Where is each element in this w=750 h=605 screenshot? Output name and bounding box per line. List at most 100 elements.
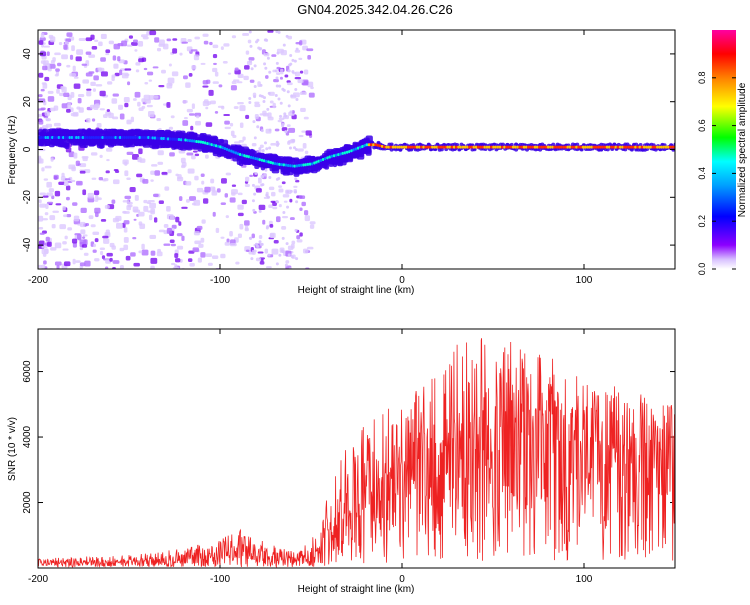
spectrogram-cell bbox=[209, 41, 213, 46]
spectrogram-cell bbox=[295, 47, 299, 51]
spectrogram-cell bbox=[356, 146, 360, 150]
spectrogram-cell bbox=[125, 136, 128, 140]
spectrogram-cell bbox=[126, 44, 133, 47]
spectrogram-cell bbox=[450, 145, 454, 149]
spectrogram-cell bbox=[437, 145, 441, 149]
spectrogram-cell bbox=[242, 33, 250, 36]
spectrogram-cell bbox=[566, 145, 570, 149]
spectrogram-y-axis-label: Frequency (Hz) bbox=[7, 116, 18, 185]
spectrogram-cell bbox=[208, 89, 214, 96]
spectrogram-cell bbox=[171, 137, 174, 141]
spectrogram-cell bbox=[231, 189, 238, 195]
spectrogram-cell bbox=[132, 236, 137, 240]
spectrogram-cell bbox=[212, 143, 216, 147]
spectrogram-cell bbox=[90, 224, 96, 228]
spectrogram-cell bbox=[86, 90, 92, 97]
spectrogram-cell bbox=[155, 136, 159, 140]
spectrogram-cell bbox=[264, 66, 268, 70]
spectrogram-cell bbox=[588, 145, 591, 149]
spectrogram-cell bbox=[634, 145, 637, 149]
spectrogram-cell bbox=[271, 248, 279, 255]
spectrogram-cell bbox=[239, 122, 244, 129]
spectrogram-cell bbox=[156, 118, 161, 122]
spectrogram-cell bbox=[367, 143, 371, 147]
spectrogram-cell bbox=[111, 74, 116, 78]
spectrogram-cell bbox=[213, 62, 217, 65]
spectrogram-cell bbox=[632, 145, 635, 149]
spectrogram-cell bbox=[94, 39, 99, 42]
spectrogram-cell bbox=[459, 145, 463, 149]
spectrogram-cell bbox=[201, 140, 205, 144]
spectrogram-cell bbox=[258, 158, 262, 162]
spectrogram-cell bbox=[276, 66, 281, 70]
spectrogram-cell bbox=[289, 189, 293, 193]
spectrogram-cell bbox=[380, 144, 384, 148]
spectrogram-cell bbox=[123, 227, 128, 233]
spectrogram-cell bbox=[122, 200, 129, 203]
spectrogram-cell bbox=[170, 243, 176, 247]
spectrogram-cell bbox=[107, 136, 111, 140]
spectrogram-cell bbox=[276, 162, 279, 166]
spectrogram-cell bbox=[126, 119, 132, 125]
spectrogram-cell bbox=[651, 145, 655, 149]
spectrogram-cell bbox=[92, 249, 97, 253]
spectrogram-cell bbox=[92, 231, 100, 235]
spectrogram-cell bbox=[317, 159, 321, 163]
spectrogram-cell bbox=[612, 145, 615, 149]
spectrogram-cell bbox=[268, 204, 273, 209]
spectrogram-cell bbox=[225, 172, 231, 176]
spectrogram-cell bbox=[158, 136, 161, 140]
spectrogram-cell bbox=[157, 150, 164, 156]
spectrogram-cell bbox=[258, 147, 262, 151]
spectrogram-cell bbox=[80, 207, 87, 214]
spectrogram-cell bbox=[38, 94, 43, 98]
spectrogram-cell bbox=[149, 202, 156, 209]
spectrogram-cell bbox=[221, 178, 227, 184]
spectrogram-cell bbox=[581, 145, 585, 149]
spectrogram-cell bbox=[276, 216, 281, 223]
spectrogram-cell bbox=[259, 261, 265, 265]
spectrogram-cell bbox=[211, 255, 219, 259]
spectrogram-cell bbox=[398, 145, 401, 149]
spectrogram-cell bbox=[68, 136, 72, 140]
spectrogram-cell bbox=[294, 77, 302, 80]
spectrogram-cell bbox=[262, 159, 266, 163]
spectrogram-cell bbox=[83, 239, 88, 246]
spectrogram-cell bbox=[267, 195, 271, 199]
spectrogram-cell bbox=[141, 249, 149, 256]
spectrogram-cell bbox=[79, 136, 82, 140]
spectrogram-cell bbox=[112, 93, 119, 97]
spectrogram-cell bbox=[79, 170, 86, 174]
spectrogram-cell bbox=[296, 239, 303, 243]
spectrogram-cell bbox=[258, 94, 262, 98]
spectrogram-cell bbox=[594, 145, 598, 149]
spectrogram-cell bbox=[92, 243, 97, 248]
spectrogram-cell bbox=[193, 231, 200, 236]
spectrogram-cell bbox=[584, 145, 587, 149]
spectrogram-cell bbox=[63, 261, 71, 267]
spectrogram-cell bbox=[254, 156, 257, 160]
spectrogram-cell bbox=[241, 153, 244, 157]
spectrogram-cell bbox=[78, 38, 86, 41]
spectrogram-cell bbox=[91, 177, 97, 180]
colorbar-tick-label: 0.4 bbox=[697, 167, 707, 180]
spectrogram-y-tick-label: 20 bbox=[22, 96, 33, 108]
spectrogram-cell bbox=[38, 72, 44, 78]
spectrogram-cell bbox=[207, 262, 213, 266]
spectrogram-cell bbox=[341, 151, 345, 155]
spectrogram-cell bbox=[73, 215, 80, 222]
spectrogram-cell bbox=[263, 141, 267, 145]
spectrogram-cell bbox=[111, 199, 116, 204]
spectrogram-cell bbox=[136, 136, 139, 140]
spectrogram-cell bbox=[194, 112, 202, 117]
spectrogram-cell bbox=[198, 243, 204, 248]
spectrogram-cell bbox=[169, 215, 175, 220]
spectrogram-cell bbox=[268, 186, 275, 191]
spectrogram-cell bbox=[328, 155, 331, 159]
spectrogram-cell bbox=[535, 145, 539, 149]
spectrogram-cell bbox=[343, 151, 347, 155]
spectrogram-cell bbox=[145, 136, 148, 140]
spectrogram-cell bbox=[158, 85, 165, 88]
spectrogram-cell bbox=[272, 201, 277, 206]
spectrogram-cell bbox=[64, 178, 71, 181]
